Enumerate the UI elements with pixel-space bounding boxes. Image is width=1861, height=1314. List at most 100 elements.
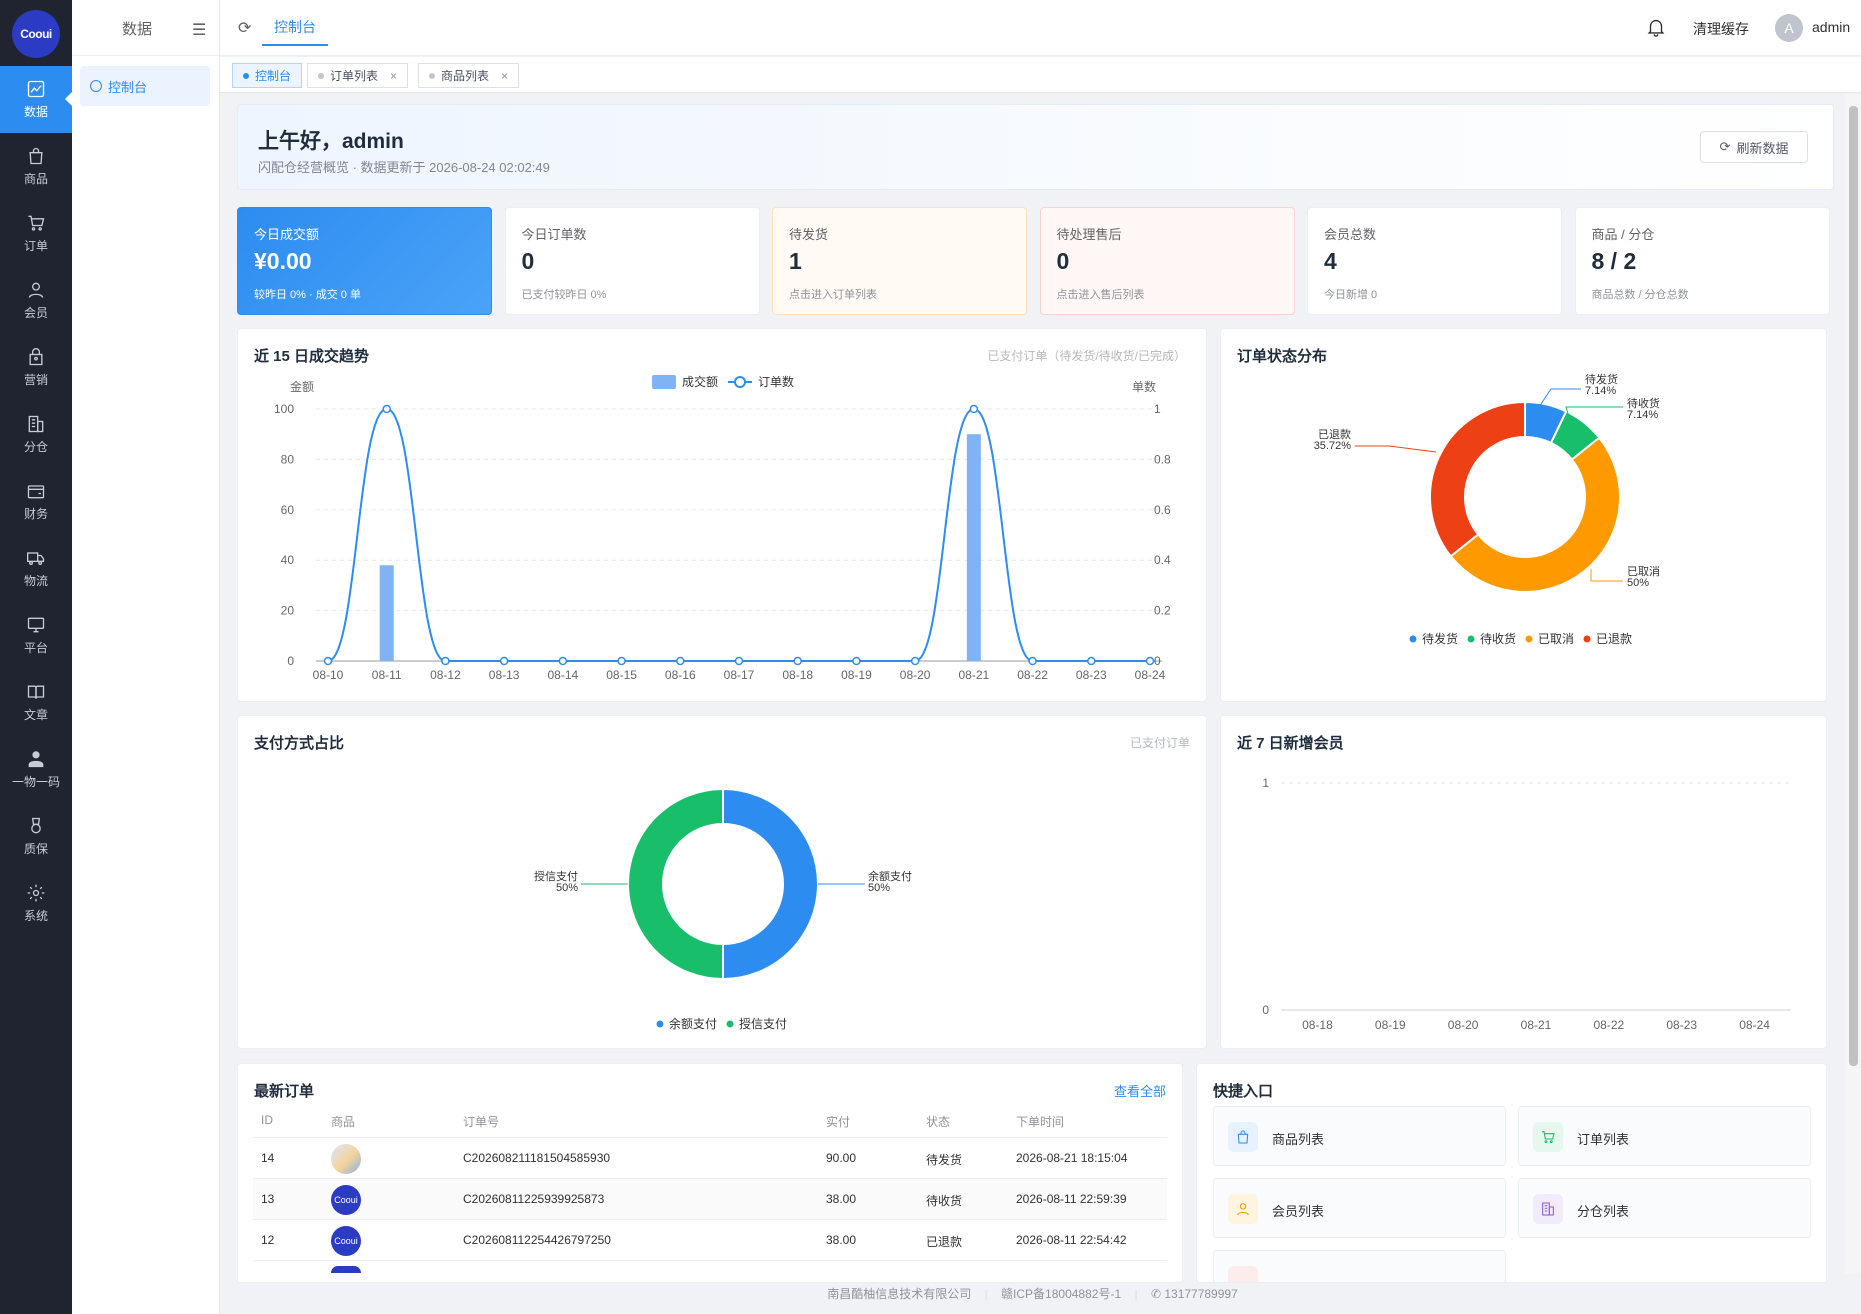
table-header: 订单号 — [463, 1115, 500, 1129]
rail-item-6[interactable]: 财务 — [0, 468, 72, 535]
quick-entry[interactable]: 会员列表 — [1213, 1178, 1506, 1238]
medal-icon — [31, 817, 41, 834]
quick-entry[interactable]: 商品列表 — [1213, 1106, 1506, 1166]
line-point — [499, 656, 509, 666]
monitor-icon — [27, 617, 45, 633]
line-point — [793, 656, 802, 666]
phone-icon: ✆ — [1150, 1287, 1161, 1301]
username[interactable]: admin — [1812, 19, 1851, 35]
stat-card[interactable]: 今日成交额 ¥0.00 较昨日 0% · 成交 0 单 — [237, 207, 492, 315]
rail-item-7[interactable]: 物流 — [0, 535, 72, 602]
y-tick-label: 60 — [281, 503, 295, 517]
rail-item-label: 财务 — [23, 507, 48, 521]
table-header: 实付 — [826, 1115, 851, 1129]
sub-sidebar: 数据 ☰ 控制台 — [72, 0, 220, 1314]
stat-card[interactable]: 会员总数 4 今日新增 0 — [1307, 207, 1562, 315]
close-icon[interactable]: × — [501, 68, 509, 83]
table-header: ID — [261, 1113, 273, 1127]
product-thumbnail — [331, 1144, 361, 1174]
stat-label: 今日成交额 — [254, 227, 320, 242]
rail-item-label: 文章 — [23, 708, 48, 722]
rail-item-2[interactable]: 订单 — [0, 200, 72, 267]
rail-item-4[interactable]: 营销 — [0, 334, 72, 401]
x-tick-label: 08-20 — [900, 668, 931, 682]
bag-icon — [1228, 1122, 1258, 1152]
legend-label: 订单数 — [758, 374, 794, 389]
payment-method-hint: 已支付订单 — [1129, 736, 1190, 750]
refresh-data-button[interactable]: ⟳ 刷新数据 — [1700, 131, 1808, 163]
x-tick-label: 08-19 — [841, 668, 872, 682]
notification-bell-icon[interactable] — [1645, 16, 1667, 38]
stat-note: 点击进入订单列表 — [789, 289, 877, 301]
quick-entry-icon — [1228, 1266, 1258, 1282]
gift-icon — [29, 348, 43, 366]
stat-card[interactable]: 待发货 1 点击进入订单列表 — [772, 207, 1027, 315]
order-number: C202608211181504585930 — [463, 1151, 611, 1165]
stat-value: 8 / 2 — [1591, 248, 1637, 274]
footer-icp[interactable]: 赣ICP备18004882号-1 — [1001, 1287, 1122, 1301]
view-all-link[interactable]: 查看全部 — [1113, 1084, 1166, 1099]
legend-label: 待发货 — [1422, 631, 1458, 646]
x-tick-label: 08-23 — [1666, 1018, 1697, 1032]
legend-bar-swatch — [652, 375, 676, 389]
legend-label: 待收货 — [1480, 631, 1516, 646]
page-tab-products[interactable]: 商品列表 × — [418, 63, 520, 88]
stat-card[interactable]: 今日订单数 0 已支付较昨日 0% — [504, 207, 760, 315]
stat-value: 0 — [1056, 248, 1070, 274]
rail-item-5[interactable]: 分仓 — [0, 401, 72, 468]
rail-item-10[interactable]: 一物一码 — [0, 736, 72, 803]
x-tick-label: 08-24 — [1135, 668, 1166, 682]
quick-entry[interactable]: 分仓列表 — [1518, 1178, 1811, 1238]
tab-label: 商品列表 — [441, 69, 490, 83]
rail-item-label: 商品 — [23, 172, 48, 186]
table-row[interactable]: 12 Cooui C202608112254426797250 38.00 已退款… — [253, 1220, 1167, 1261]
pie-leader-line — [1355, 445, 1437, 453]
line-point — [734, 656, 744, 666]
close-icon[interactable]: × — [390, 68, 398, 83]
quick-entry[interactable]: 订单列表 — [1518, 1106, 1811, 1166]
quick-entry[interactable] — [1213, 1250, 1506, 1282]
collapse-menu-icon[interactable]: ☰ — [192, 22, 207, 39]
rail-item-11[interactable]: 质保 — [0, 803, 72, 870]
rail-item-8[interactable]: 平台 — [0, 602, 72, 669]
x-tick-label: 08-22 — [1594, 1018, 1625, 1032]
refresh-icon: ⟳ — [1719, 139, 1731, 154]
x-tick-label: 08-18 — [1302, 1018, 1333, 1032]
table-row[interactable]: 13 Cooui C20260811225939925873 38.00 待收货 … — [253, 1179, 1167, 1220]
tab-dot-icon — [243, 72, 249, 79]
line-point — [969, 404, 979, 414]
top-header: ⟳ 控制台 清理缓存 A admin — [220, 0, 1861, 56]
latest-orders-title: 最新订单 — [254, 1083, 315, 1100]
line-point — [441, 656, 450, 666]
legend-dot — [1467, 635, 1475, 643]
tab-label: 订单列表 — [330, 69, 379, 83]
rail-item-9[interactable]: 文章 — [0, 669, 72, 736]
header-tab-dashboard[interactable]: 控制台 — [262, 0, 328, 46]
footer: 南昌酷柚信息技术有限公司 | 赣ICP备18004882号-1 | ✆ 1317… — [827, 1287, 1238, 1301]
stat-card[interactable]: 待处理售后 0 点击进入售后列表 — [1039, 207, 1295, 315]
trend-chart-hint: 已支付订单（待发货/待收货/已完成） — [987, 349, 1186, 363]
rail-item-1[interactable]: 商品 — [0, 133, 72, 200]
avatar[interactable]: A — [1775, 14, 1803, 42]
rail-item-12[interactable]: 系统 — [0, 870, 72, 937]
legend-dot — [1583, 635, 1591, 643]
stat-value: 1 — [789, 248, 802, 274]
rail-item-3[interactable]: 会员 — [0, 267, 72, 334]
reload-icon[interactable]: ⟳ — [238, 20, 252, 37]
stat-label: 会员总数 — [1324, 227, 1377, 242]
sub-sidebar-item-dashboard[interactable]: 控制台 — [80, 66, 210, 106]
table-row[interactable]: 14 C202608211181504585930 90.00 待发货 2026… — [253, 1138, 1167, 1179]
order-status-title: 订单状态分布 — [1237, 348, 1328, 365]
y-tick-label: 0 — [1262, 1003, 1269, 1017]
rail-item-0[interactable]: 数据 — [0, 66, 72, 133]
y-tick-label: 40 — [281, 553, 295, 567]
building-icon — [1533, 1194, 1563, 1224]
page-tab-orders[interactable]: 订单列表 × — [307, 63, 409, 88]
stat-card[interactable]: 商品 / 分仓 8 / 2 商品总数 / 分仓总数 — [1574, 207, 1830, 315]
sub-sidebar-item-label: 控制台 — [108, 79, 148, 95]
rail-item-label: 系统 — [23, 909, 48, 923]
scrollbar-thumb[interactable] — [1849, 106, 1858, 1066]
clear-cache-button[interactable]: 清理缓存 — [1693, 21, 1749, 37]
x-tick-label: 08-21 — [1521, 1018, 1552, 1032]
page-tab-dashboard[interactable]: 控制台 — [232, 63, 303, 88]
